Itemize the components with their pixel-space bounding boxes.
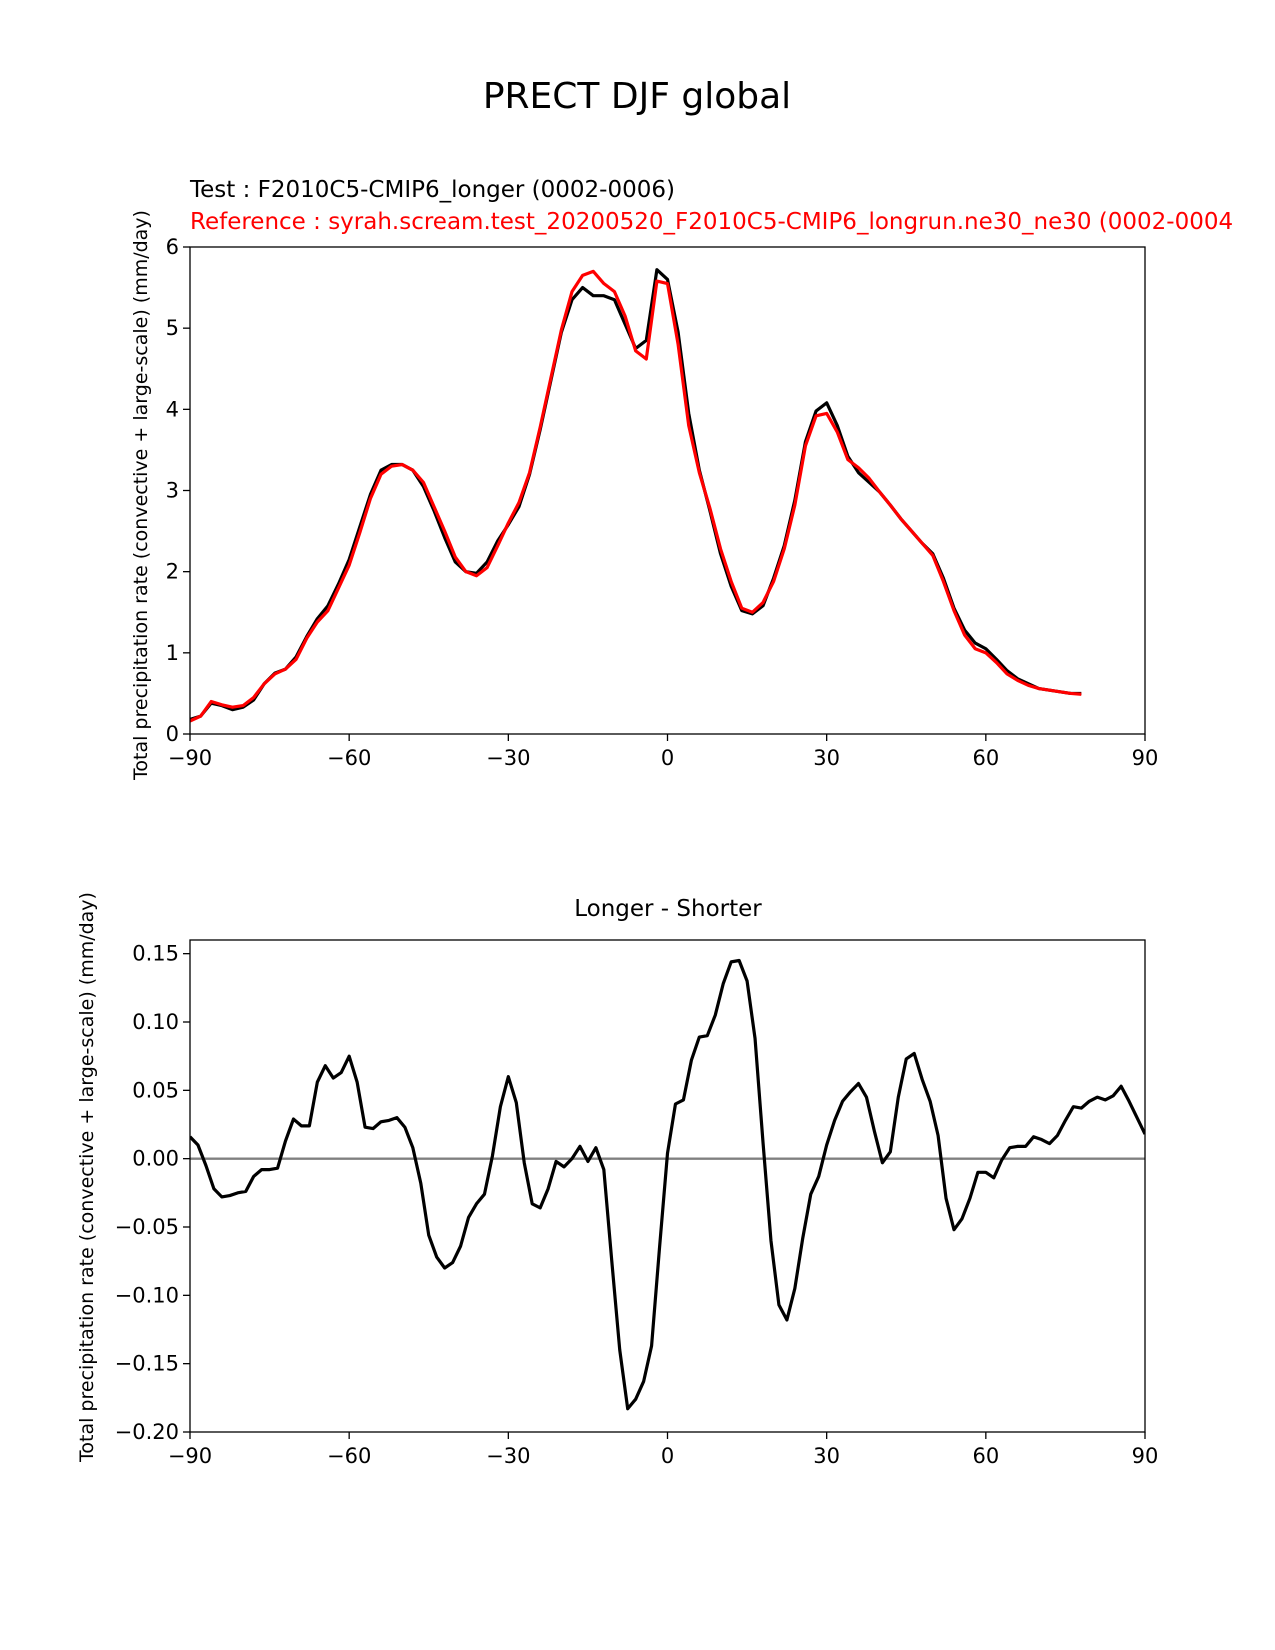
bottom-plot-lines <box>190 958 1145 1411</box>
top-x-tick-label: −60 <box>327 746 371 770</box>
bottom-y-tick-label: −0.15 <box>115 1352 179 1376</box>
top-x-tick-label: 90 <box>1132 746 1159 770</box>
bottom-y-axis-label: Total precipitation rate (convective + l… <box>76 892 98 1463</box>
bottom-y-tick-label: −0.20 <box>115 1420 179 1444</box>
bottom-x-tick-label: 0 <box>661 1444 674 1468</box>
top-x-tick-label: −30 <box>486 746 530 770</box>
bottom-x-tick-label: 60 <box>972 1444 999 1468</box>
top-y-axis-label: Total precipitation rate (convective + l… <box>130 210 152 781</box>
top-x-tick-label: 0 <box>661 746 674 770</box>
bottom-y-tick-label: 0.10 <box>132 1010 179 1034</box>
top-series-line-1 <box>190 269 1082 723</box>
top-y-tick-label: 2 <box>166 560 179 584</box>
bottom-series-line-0 <box>190 958 1145 1411</box>
panel-top-chart: Test : F2010C5-CMIP6_longer (0002-0006) … <box>130 177 1233 781</box>
top-axis-ticks: −90 −60 −30 0 30 60 90 0 1 2 3 4 5 6 <box>166 235 1159 770</box>
bottom-x-tick-label: −60 <box>327 1444 371 1468</box>
top-y-tick-label: 6 <box>166 235 179 259</box>
top-x-tick-label: 30 <box>813 746 840 770</box>
bottom-y-tick-label: 0.05 <box>132 1078 179 1102</box>
bottom-y-tick-label: 0.00 <box>132 1147 179 1171</box>
figure-title: PRECT DJF global <box>483 76 791 117</box>
bottom-x-tick-label: −90 <box>168 1444 212 1468</box>
bottom-x-tick-label: 30 <box>813 1444 840 1468</box>
top-plot-lines <box>190 268 1082 723</box>
top-y-tick-label: 3 <box>166 479 179 503</box>
bottom-plot-title: Longer - Shorter <box>574 896 762 922</box>
top-x-tick-label: −90 <box>168 746 212 770</box>
top-y-tick-label: 5 <box>166 316 179 340</box>
test-label: Test : F2010C5-CMIP6_longer (0002-0006) <box>189 177 675 203</box>
bottom-y-tick-label: 0.15 <box>132 942 179 966</box>
bottom-axis-ticks: −90 −60 −30 0 30 60 90 −0.20 −0.15 −0.10 −0.05 0.00… <box>115 942 1159 1468</box>
top-x-tick-label: 60 <box>972 746 999 770</box>
bottom-x-tick-label: −30 <box>486 1444 530 1468</box>
panel-bottom-chart: Longer - Shorter Total precipitation rat… <box>76 892 1158 1468</box>
top-y-tick-label: 1 <box>166 641 179 665</box>
reference-label: Reference : syrah.scream.test_20200520_F… <box>190 209 1233 235</box>
top-y-tick-label: 4 <box>166 397 179 421</box>
bottom-y-tick-label: −0.10 <box>115 1283 179 1307</box>
bottom-y-tick-label: −0.05 <box>115 1215 179 1239</box>
top-y-tick-label: 0 <box>166 722 179 746</box>
bottom-x-tick-label: 90 <box>1132 1444 1159 1468</box>
